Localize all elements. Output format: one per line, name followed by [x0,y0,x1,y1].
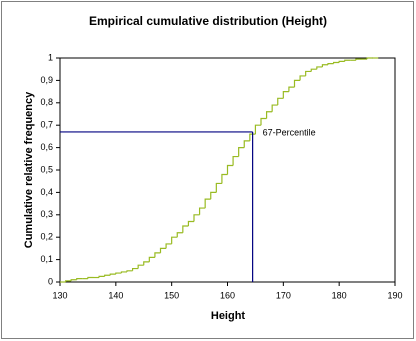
x-tick-label: 150 [164,290,179,300]
step [159,247,167,253]
step [249,133,256,141]
step [193,214,200,222]
step [305,70,312,76]
step [265,111,273,119]
step [243,140,250,148]
step [198,207,206,215]
step [310,68,317,72]
y-axis-label: Cumulative relative frequency [23,91,35,248]
step [332,61,340,64]
step [260,117,267,126]
y-tick-label: 0,2 [40,232,53,242]
step [277,97,284,106]
y-tick-label: 0,1 [40,254,53,264]
step [238,147,245,157]
step [137,264,144,269]
step [148,256,155,262]
step [271,104,278,112]
step [355,58,362,61]
x-tick-label: 180 [332,290,347,300]
step [176,232,183,238]
step [366,57,373,60]
step [171,236,178,244]
x-tick-label: 190 [387,290,402,300]
step [126,270,133,272]
step [327,62,334,65]
step [70,279,77,281]
step [282,90,289,99]
x-tick-label: 160 [220,290,235,300]
step [64,280,72,282]
step [187,220,194,226]
step [316,66,323,70]
step [204,198,211,209]
y-tick-label: 0,9 [40,75,53,85]
y-tick-label: 0 [48,276,53,286]
step [109,273,116,276]
x-tick-label: 130 [52,290,67,300]
step [120,271,127,274]
y-tick-label: 0,7 [40,120,53,130]
step [254,124,261,135]
step [299,75,306,81]
step [87,276,94,279]
step [226,164,234,175]
chart-title: Empirical cumulative distribution (Heigh… [89,14,327,28]
x-axis-label: Height [211,310,246,322]
step [221,173,228,184]
y-tick-label: 0,8 [40,97,53,107]
step [232,155,239,166]
step [115,272,122,275]
step [104,274,111,277]
step [165,243,172,249]
percentile-label: 67-Percentile [263,127,316,137]
step [344,59,351,62]
y-tick-label: 0,5 [40,164,53,174]
x-tick-label: 170 [276,290,291,300]
y-tick-label: 0,4 [40,187,53,197]
step [76,278,83,280]
y-tick-label: 0,6 [40,142,53,152]
step [98,275,105,278]
y-tick-label: 1 [48,52,53,62]
step [210,191,217,200]
step [143,261,150,266]
step [288,86,295,92]
y-tick-label: 0,3 [40,209,53,219]
step [182,225,189,233]
x-tick-label: 140 [108,290,123,300]
step [131,267,139,271]
step [293,79,301,88]
step [154,252,161,258]
step [215,182,222,193]
step [321,64,328,67]
step [338,60,345,63]
